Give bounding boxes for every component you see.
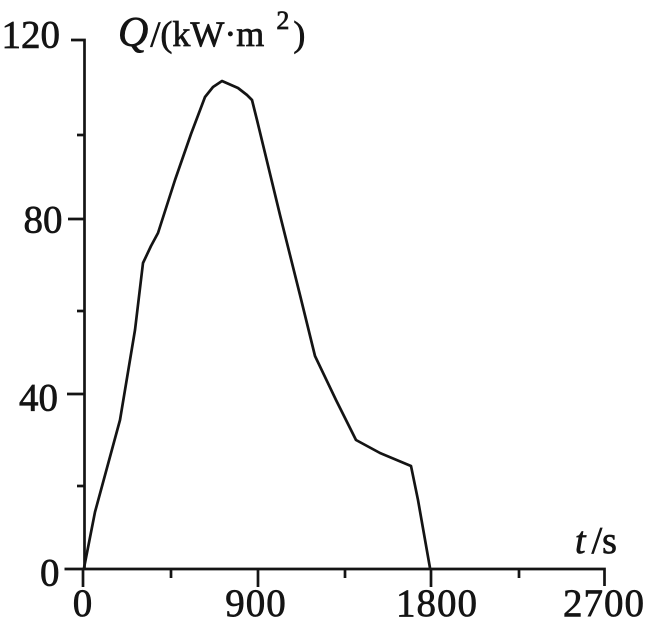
svg-text:80: 80 <box>24 199 63 242</box>
svg-text:2700: 2700 <box>563 582 645 625</box>
svg-text:Q/(kW·m2): Q/(kW·m 2) <box>118 6 305 56</box>
svg-text:0: 0 <box>40 552 60 595</box>
svg-text:40: 40 <box>19 377 58 420</box>
svg-text:1800: 1800 <box>396 582 478 625</box>
svg-text:900: 900 <box>225 582 287 625</box>
svg-text:t/s: t/s <box>575 520 617 562</box>
svg-text:0: 0 <box>73 582 94 625</box>
svg-text:120: 120 <box>2 14 61 57</box>
